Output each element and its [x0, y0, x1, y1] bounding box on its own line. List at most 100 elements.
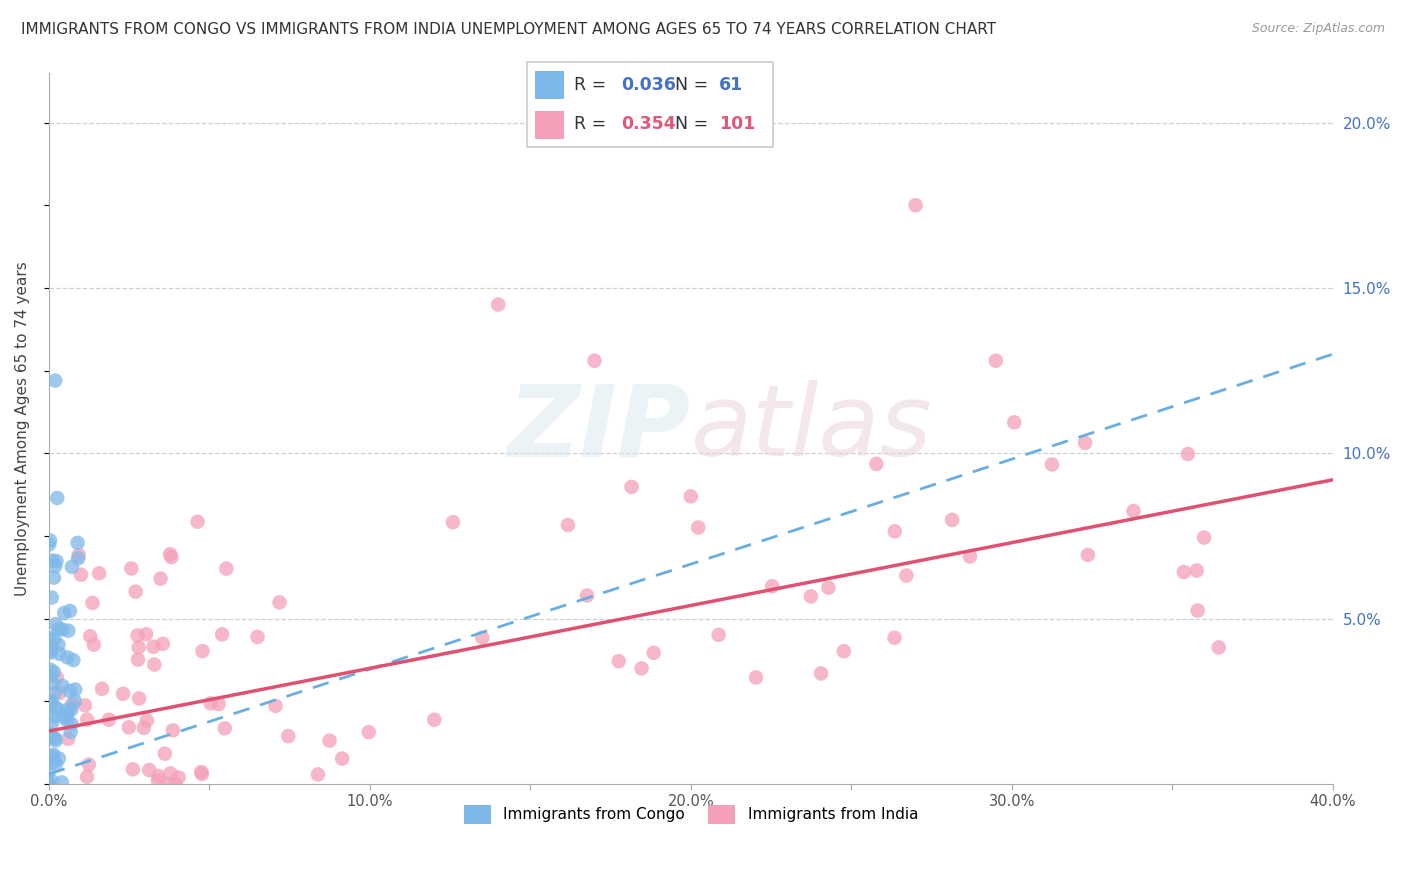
Point — [66, 536, 89, 550]
Point — [423, 713, 446, 727]
Point — [832, 644, 855, 658]
Point — [39, 669, 62, 683]
Point — [46, 622, 69, 636]
Point — [557, 518, 579, 533]
Point — [162, 723, 184, 738]
Point — [48, 647, 70, 661]
Point — [620, 480, 643, 494]
Point — [307, 767, 329, 781]
Point — [60, 703, 83, 717]
Point — [76, 770, 98, 784]
Point — [1040, 458, 1063, 472]
Point — [1208, 640, 1230, 655]
Point — [152, 637, 174, 651]
Point — [471, 631, 494, 645]
Point — [44, 701, 66, 715]
Point — [146, 773, 169, 788]
Point — [59, 684, 82, 698]
Point — [215, 561, 238, 575]
Point — [904, 198, 927, 212]
Point — [60, 698, 83, 712]
Point — [58, 731, 80, 746]
Point — [211, 627, 233, 641]
Point — [38, 764, 60, 779]
Text: atlas: atlas — [690, 380, 932, 477]
Point — [41, 774, 63, 789]
Point — [53, 606, 76, 620]
Point — [165, 777, 187, 791]
Point — [39, 645, 62, 659]
Point — [91, 681, 114, 696]
Point — [41, 715, 63, 730]
Point — [41, 676, 63, 690]
Point — [156, 777, 179, 791]
Point — [56, 650, 79, 665]
Point — [135, 627, 157, 641]
Point — [51, 679, 73, 693]
Point — [39, 533, 62, 548]
Point — [630, 661, 652, 675]
Text: 0.036: 0.036 — [621, 77, 676, 95]
Point — [190, 764, 212, 779]
Point — [761, 579, 783, 593]
Point — [38, 537, 60, 551]
Point — [62, 653, 84, 667]
Point — [127, 653, 149, 667]
Point — [45, 671, 67, 685]
Point — [44, 686, 66, 700]
Point — [269, 595, 291, 609]
Point — [1173, 565, 1195, 579]
Point — [1077, 548, 1099, 562]
Point — [1002, 415, 1025, 429]
Point — [53, 710, 76, 724]
Point — [246, 630, 269, 644]
Point — [318, 733, 340, 747]
Point — [41, 591, 63, 605]
Point — [679, 489, 702, 503]
Point — [45, 617, 67, 632]
Point — [135, 714, 157, 728]
Point — [65, 682, 87, 697]
Point — [1187, 603, 1209, 617]
Point — [264, 698, 287, 713]
Point — [357, 725, 380, 739]
Point — [959, 549, 981, 564]
Point — [148, 769, 170, 783]
Point — [486, 297, 509, 311]
Point — [159, 547, 181, 561]
Point — [76, 713, 98, 727]
Point — [60, 717, 83, 731]
Point — [73, 698, 96, 713]
Point — [67, 548, 90, 562]
Point — [39, 694, 62, 708]
Point — [39, 643, 62, 657]
Point — [38, 777, 60, 791]
Point — [984, 353, 1007, 368]
Point — [44, 558, 66, 573]
Point — [191, 644, 214, 658]
Point — [45, 554, 67, 568]
Point — [142, 640, 165, 654]
Point — [42, 665, 65, 679]
Text: N =: N = — [675, 77, 709, 95]
Point — [128, 640, 150, 655]
Point — [441, 515, 464, 529]
Point — [138, 763, 160, 777]
Point — [277, 729, 299, 743]
Point — [200, 696, 222, 710]
Y-axis label: Unemployment Among Ages 65 to 74 years: Unemployment Among Ages 65 to 74 years — [15, 261, 30, 596]
Point — [159, 766, 181, 780]
Point — [38, 776, 60, 790]
Point — [41, 729, 63, 743]
Text: ZIP: ZIP — [508, 380, 690, 477]
Point — [112, 687, 135, 701]
Point — [800, 590, 823, 604]
Point — [45, 733, 67, 747]
Point — [42, 747, 65, 762]
Point — [58, 624, 80, 638]
Point — [48, 686, 70, 700]
Point — [810, 666, 832, 681]
Point — [1192, 531, 1215, 545]
Point — [70, 567, 93, 582]
Point — [63, 694, 86, 708]
